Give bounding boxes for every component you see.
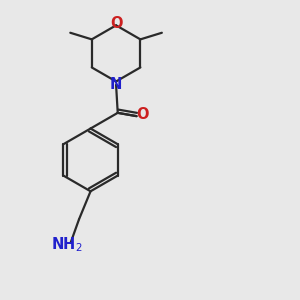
Text: N: N: [110, 77, 122, 92]
Text: O: O: [136, 107, 149, 122]
Text: O: O: [110, 16, 122, 31]
Text: NH$_2$: NH$_2$: [51, 236, 83, 254]
